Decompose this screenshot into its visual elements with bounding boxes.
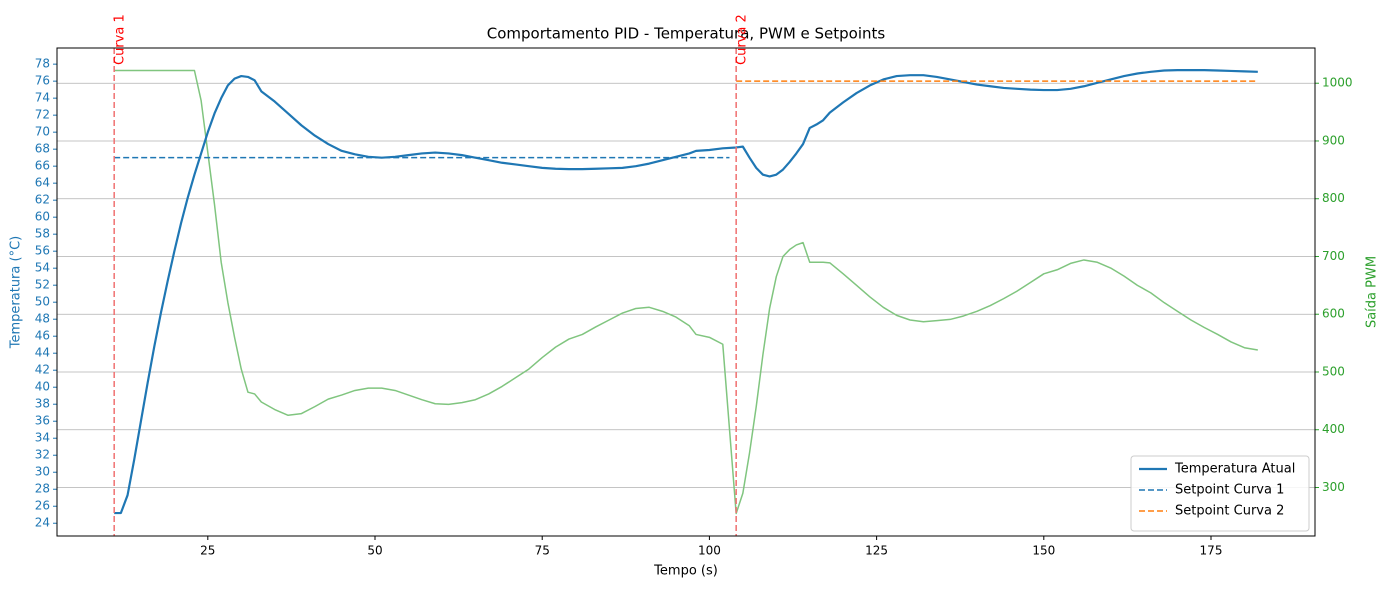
y2-tick-label: 300 [1322,480,1345,494]
y2-tick-label: 1000 [1322,76,1353,90]
x-tick-label: 125 [865,544,888,558]
y-tick-label: 46 [35,329,50,343]
y2-axis-label: Saída PWM [1365,256,1380,328]
x-tick-label: 25 [200,544,215,558]
vertical-line-label: Curva 2 [735,14,750,65]
y-tick-label: 78 [35,57,50,71]
y-axis-label: Temperatura (°C) [9,236,24,349]
x-tick-label: 175 [1200,544,1223,558]
legend-label: Temperatura Atual [1174,462,1295,477]
y-tick-label: 52 [35,278,50,292]
y2-tick-label: 900 [1322,133,1345,147]
y-tick-label: 56 [35,244,50,258]
x-tick-label: 75 [535,544,550,558]
y2-tick-label: 800 [1322,191,1345,205]
y-tick-label: 62 [35,193,50,207]
y-tick-label: 72 [35,108,50,122]
y-tick-label: 54 [35,261,50,275]
x-tick-label: 50 [367,544,382,558]
y-tick-label: 74 [35,91,50,105]
y2-tick-label: 500 [1322,364,1345,378]
y-tick-label: 34 [35,431,50,445]
series-line [114,69,1258,515]
series-line [114,69,1258,515]
y-tick-label: 38 [35,397,50,411]
y-tick-label: 60 [35,210,50,224]
y-tick-label: 48 [35,312,50,326]
vertical-line-label: Curva 1 [113,14,128,65]
legend-box [1130,455,1310,532]
y-tick-label: 76 [35,74,50,88]
y-tick-label: 42 [35,363,50,377]
x-axis-label: Tempo (s) [653,564,718,579]
y-tick-label: 58 [35,227,50,241]
y-tick-label: 44 [35,346,50,360]
y-tick-label: 28 [35,482,50,496]
y-tick-label: 68 [35,142,50,156]
legend-label: Setpoint Curva 1 [1175,483,1284,498]
y2-tick-label: 600 [1322,307,1345,321]
y-tick-label: 24 [35,516,50,530]
plot-frame [56,47,1316,537]
y2-tick-label: 700 [1322,249,1345,263]
y-tick-label: 70 [35,125,50,139]
y-tick-label: 26 [35,499,50,513]
y-tick-label: 64 [35,176,50,190]
y-tick-label: 32 [35,448,50,462]
y-tick-label: 30 [35,465,50,479]
y-tick-label: 36 [35,414,50,428]
legend-label: Setpoint Curva 2 [1175,504,1284,519]
y-tick-label: 40 [35,380,50,394]
y2-tick-label: 400 [1322,422,1345,436]
x-tick-label: 150 [1032,544,1055,558]
y-tick-label: 50 [35,295,50,309]
chart-title: Comportamento PID - Temperatura, PWM e S… [487,25,886,43]
x-tick-label: 100 [698,544,721,558]
y-tick-label: 66 [35,159,50,173]
